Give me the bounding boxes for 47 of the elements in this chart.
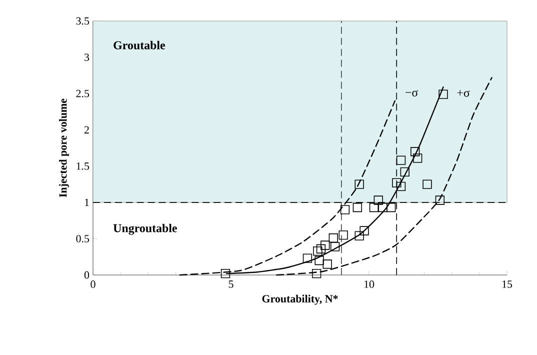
y-tick-label: 3.5 xyxy=(76,17,90,25)
point xyxy=(422,180,432,189)
y-tick-label: 0 xyxy=(84,271,90,279)
y-tick-label: 1 xyxy=(84,198,89,206)
point xyxy=(378,202,388,212)
y-tick-label: 1.5 xyxy=(76,162,90,170)
point xyxy=(354,180,364,189)
y-tick-label: 0.5 xyxy=(76,235,90,242)
y-tick-label: 3 xyxy=(84,54,90,61)
point xyxy=(410,147,420,156)
x-tick-label: 10 xyxy=(364,280,374,288)
point xyxy=(396,156,406,165)
point xyxy=(396,182,406,192)
point xyxy=(302,254,312,263)
y-axis-title: Injected pore volume xyxy=(59,98,69,198)
annotation: Groutable xyxy=(114,40,166,50)
annotation: −σ xyxy=(406,90,418,96)
annotation: Ungroutable xyxy=(113,224,177,235)
point xyxy=(412,154,422,163)
point xyxy=(316,244,326,254)
point xyxy=(369,202,379,212)
point xyxy=(360,226,369,236)
y-tick-label: 2.5 xyxy=(76,90,90,98)
point xyxy=(386,202,396,212)
x-tick-label: 0 xyxy=(90,280,96,288)
x-tick-label: 15 xyxy=(502,280,512,288)
point xyxy=(313,246,322,256)
point xyxy=(392,178,402,188)
point xyxy=(220,268,230,278)
point xyxy=(338,230,348,240)
point xyxy=(400,167,410,177)
point xyxy=(330,242,340,252)
point xyxy=(374,196,383,205)
point xyxy=(340,205,350,214)
point xyxy=(328,233,338,243)
point xyxy=(320,240,330,250)
point xyxy=(322,260,332,269)
annotation: +σ xyxy=(457,90,470,97)
point xyxy=(354,231,364,240)
point xyxy=(314,256,324,266)
point xyxy=(312,268,322,278)
x-axis-title: Groutability, N* xyxy=(262,294,338,305)
point xyxy=(438,90,448,99)
y-tick-label: 2 xyxy=(84,126,89,134)
point xyxy=(352,202,362,212)
x-tick-label: 5 xyxy=(228,280,234,288)
point xyxy=(435,196,445,205)
